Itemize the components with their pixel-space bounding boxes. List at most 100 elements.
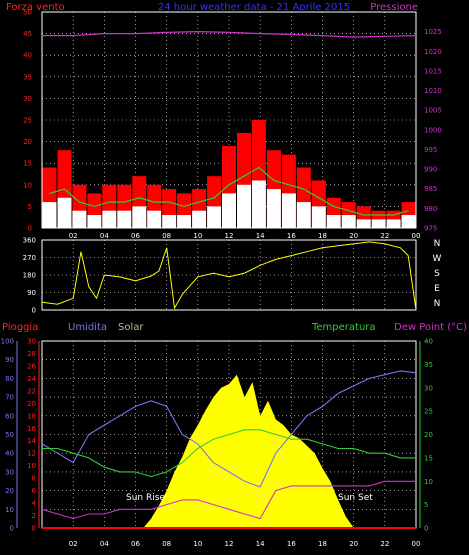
pressure-tick-label: 995	[424, 146, 437, 154]
temperature-tick-label: 15	[424, 454, 433, 462]
average-wind-line	[49, 166, 409, 216]
pressure-axis-label: Pressione	[370, 2, 418, 13]
compass-label: N	[434, 299, 441, 309]
wind-bar	[251, 180, 266, 228]
wind-tick-label: 30	[23, 95, 32, 103]
humidity-tick-label: 90	[5, 356, 14, 364]
humidity-tick-label: 70	[5, 394, 14, 402]
temperature-tick-label: 5	[424, 501, 428, 509]
climate-panel: 0102030405060708090100024681012141618202…	[1, 322, 467, 548]
solar-area	[143, 374, 354, 528]
x-tick-label: 20	[349, 232, 358, 240]
pressure-tick-label: 1025	[424, 28, 442, 36]
dewpoint-line	[41, 480, 416, 520]
rain-tick-label: 10	[27, 462, 36, 470]
rain-tick-label: 20	[27, 400, 36, 408]
direction-tick-label: 270	[23, 254, 36, 262]
wind-bar	[117, 210, 132, 228]
pressure-tick-label: 1005	[424, 107, 442, 115]
wind-left-ticks: 0 5 10 15 20 25 30 35 40 45 50	[23, 9, 32, 233]
humidity-line	[41, 370, 417, 488]
humidity-tick-label: 20	[5, 487, 14, 495]
wind-series	[42, 30, 417, 228]
wind-bar	[341, 215, 356, 228]
rain-tick-label: 22	[27, 387, 36, 395]
humidity-tick-label: 100	[1, 338, 14, 346]
x-tick-label: 02	[69, 540, 78, 548]
wind-bar	[222, 193, 236, 228]
x-tick-label: 20	[349, 540, 358, 548]
wind-bar	[132, 206, 147, 228]
temperature-tick-label: 20	[424, 431, 433, 439]
wind-tick-label: 15	[23, 160, 32, 168]
humidity-tick-label: 50	[5, 431, 14, 439]
pressure-tick-label: 990	[424, 166, 437, 174]
x-tick-label: 08	[162, 232, 171, 240]
rain-tick-label: 2	[32, 512, 36, 520]
x-tick-label: 14	[256, 232, 265, 240]
x-tick-label: 18	[318, 540, 327, 548]
wind-tick-label: 35	[23, 73, 32, 81]
rain-tick-label: 12	[27, 450, 36, 458]
wind-bar	[102, 210, 117, 228]
wind-bar	[192, 210, 207, 228]
wind-tick-label: 0	[28, 225, 32, 233]
temperature-tick-label: 40	[424, 338, 433, 346]
x-tick-label: 16	[287, 232, 296, 240]
x-tick-label: 04	[100, 232, 109, 240]
solar-axis-label: Solar	[118, 322, 144, 333]
wind-bar	[207, 206, 222, 228]
wind-tick-label: 20	[23, 138, 32, 146]
pressure-line	[42, 30, 417, 38]
pressure-right-ticks: 975 980 985 990 995 1000 1005 1010 1015 1020 1025	[424, 28, 442, 232]
wind-bar	[326, 215, 341, 228]
wind-bar	[162, 215, 177, 228]
climate-x-ticks: 02 04 06 08 10 12 14 16 18 20 22 00	[69, 540, 421, 548]
x-tick-label: 10	[193, 232, 202, 240]
rain-tick-label: 24	[27, 375, 36, 383]
rain-tick-label: 16	[27, 425, 36, 433]
temperature-tick-label: 30	[424, 384, 433, 392]
temperature-tick-label: 0	[424, 525, 428, 533]
wind-bar	[266, 189, 281, 228]
temperature-tick-label: 35	[424, 361, 433, 369]
wind-tick-label: 5	[28, 203, 32, 211]
rain-tick-label: 14	[27, 437, 36, 445]
wind-axis-label: Forza vento	[6, 2, 65, 13]
humidity-tick-label: 30	[5, 468, 14, 476]
humidity-tick-label: 10	[5, 506, 14, 514]
direction-tick-label: 0	[32, 307, 36, 315]
x-tick-label: 16	[287, 540, 296, 548]
wind-bar	[386, 219, 401, 228]
x-tick-label: 14	[256, 540, 265, 548]
compass-label: W	[433, 254, 442, 264]
temperature-line	[42, 429, 416, 478]
sun-set-annotation: Sun Set	[338, 493, 373, 503]
direction-left-ticks: 0 90 180 270 360	[23, 237, 36, 315]
chart-title: 24 hour weather data - 21 Aprile 2015	[158, 2, 350, 13]
rain-axis-label: Pioggia	[2, 322, 38, 333]
direction-tick-label: 180	[23, 272, 36, 280]
climate-series	[41, 370, 417, 529]
temperature-axis-label: Temperatura	[311, 322, 376, 333]
wind-bar	[356, 219, 371, 228]
wind-x-ticks: 02 04 06 08 10 12 14 16 18 20 22 00	[69, 232, 421, 240]
compass-label: E	[434, 284, 440, 294]
x-tick-label: 08	[162, 540, 171, 548]
sun-rise-annotation: Sun Rise	[126, 493, 165, 503]
rain-tick-label: 30	[27, 338, 36, 346]
humidity-tick-label: 40	[5, 450, 14, 458]
direction-tick-label: 90	[27, 289, 36, 297]
wind-bar	[281, 193, 296, 228]
rain-tick-label: 6	[32, 487, 37, 495]
rain-tick-label: 28	[27, 350, 36, 358]
direction-tick-label: 360	[23, 237, 36, 245]
humidity-tick-label: 60	[5, 412, 14, 420]
wind-bar	[42, 202, 57, 228]
wind-bar	[237, 184, 251, 228]
wind-bar	[147, 210, 162, 228]
temperature-tick-label: 10	[424, 478, 433, 486]
